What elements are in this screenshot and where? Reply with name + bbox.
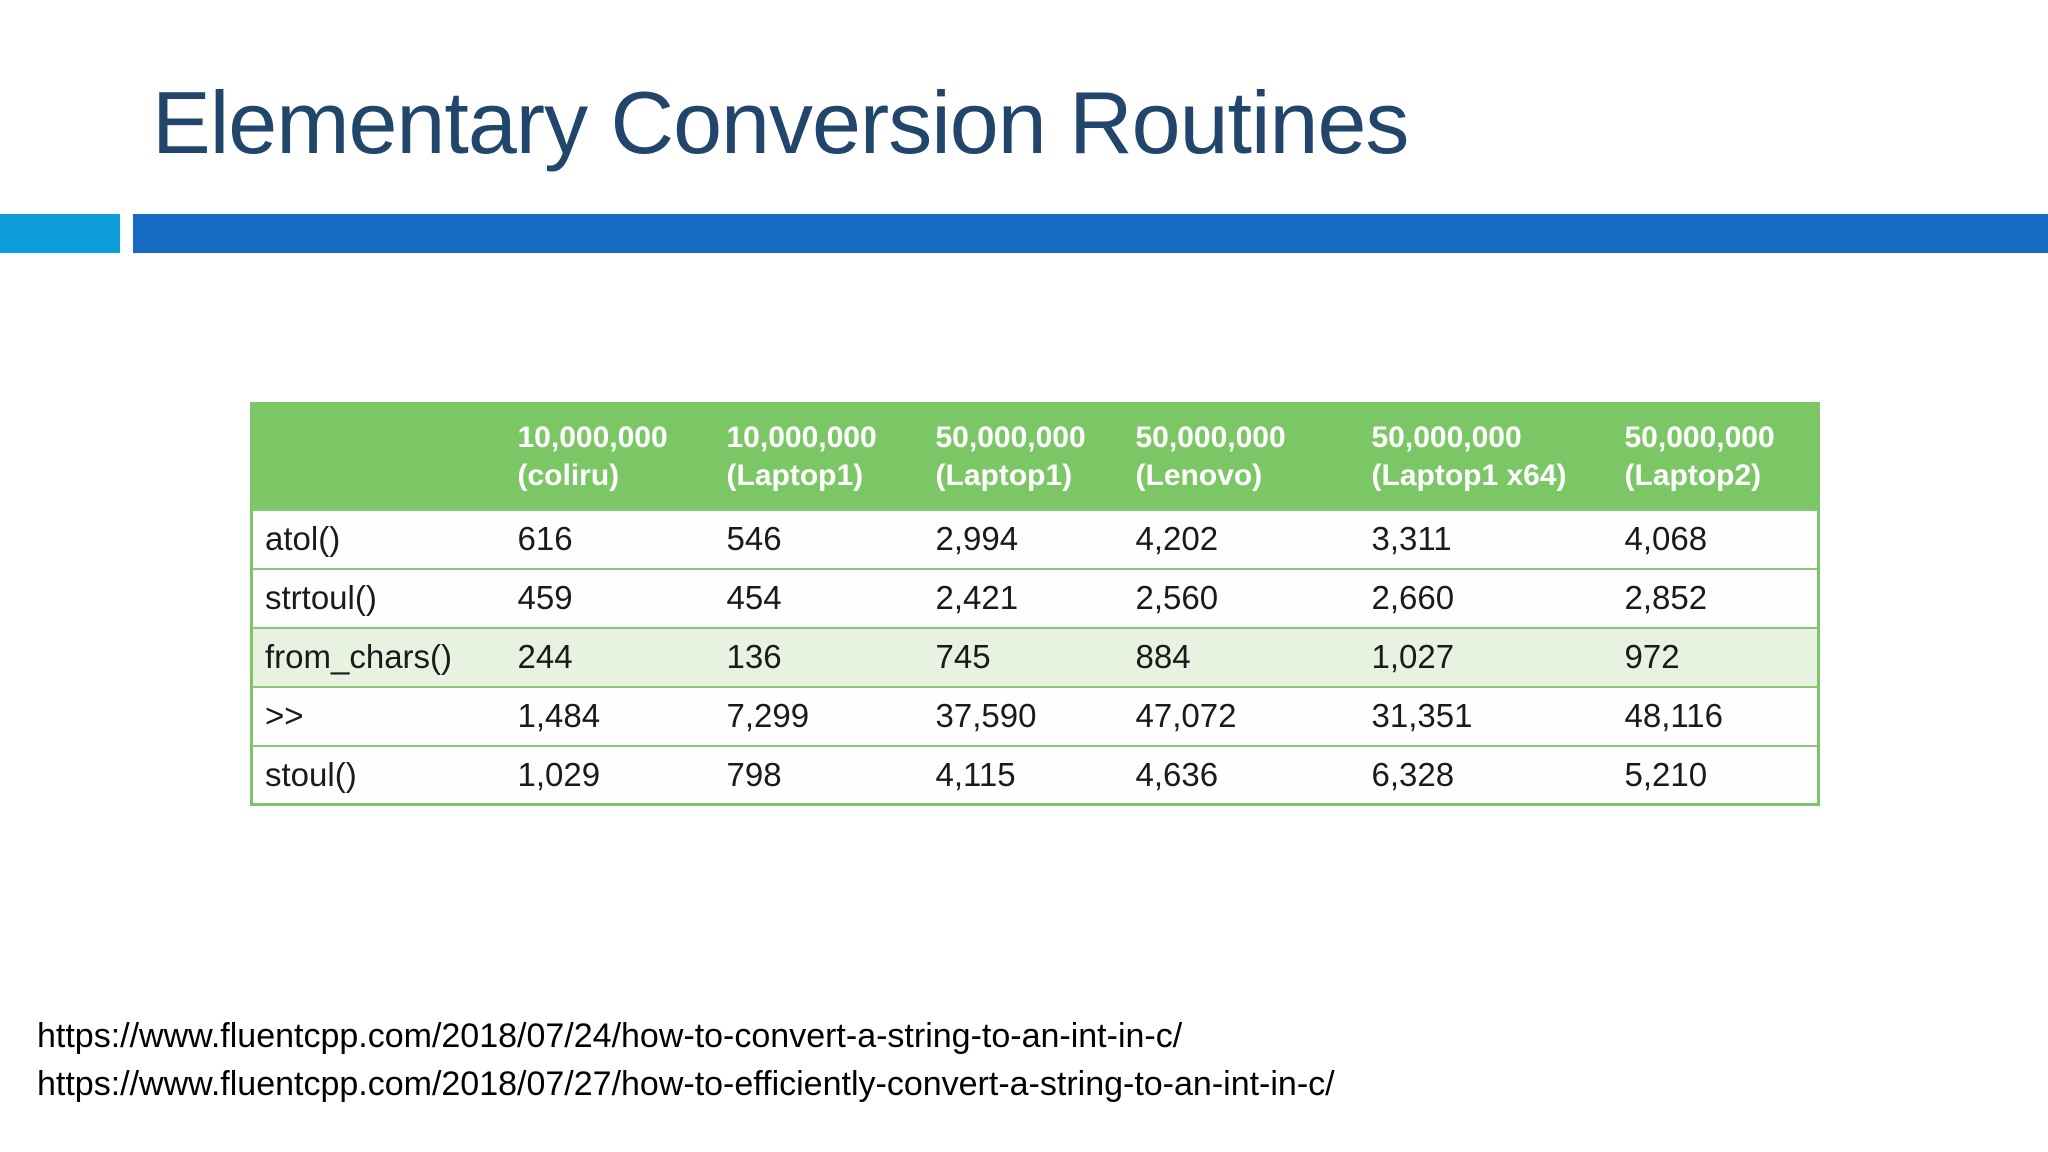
- cell: 1,029: [505, 744, 715, 805]
- cell: 4,115: [923, 744, 1124, 805]
- column-header-iterations: 10,000,000: [726, 421, 877, 455]
- cell: 31,351: [1359, 685, 1613, 746]
- column-header-machine: (Laptop1): [935, 458, 1073, 492]
- cell: 745: [923, 626, 1124, 687]
- cell: 5,210: [1612, 744, 1819, 805]
- row-label: stoul(): [251, 744, 506, 805]
- row-label: >>: [251, 685, 506, 746]
- cell: 2,560: [1123, 567, 1360, 628]
- column-header-machine: (Laptop1): [726, 458, 864, 492]
- header-row: 10,000,000 (coliru) 10,000,000 (Laptop1)…: [251, 403, 1819, 510]
- cell: 616: [505, 508, 715, 569]
- column-header-iterations: 50,000,000: [1371, 421, 1522, 455]
- cell: 136: [714, 626, 924, 687]
- table-row: >> 1,484 7,299 37,590 47,072 31,351 48,1…: [251, 685, 1819, 746]
- cell: 6,328: [1359, 744, 1613, 805]
- accent-bar-light-blue: [0, 214, 120, 253]
- table-row: atol() 616 546 2,994 4,202 3,311 4,068: [251, 508, 1819, 569]
- page-title: Elementary Conversion Routines: [152, 73, 1409, 172]
- cell: 7,299: [714, 685, 924, 746]
- cell: 37,590: [923, 685, 1124, 746]
- source-url-2[interactable]: https://www.fluentcpp.com/2018/07/27/how…: [37, 1065, 1335, 1103]
- cell: 2,660: [1359, 567, 1613, 628]
- cell: 4,068: [1612, 508, 1819, 569]
- cell: 48,116: [1612, 685, 1819, 746]
- cell: 47,072: [1123, 685, 1360, 746]
- column-header-machine: (Lenovo): [1135, 458, 1263, 492]
- cell: 4,202: [1123, 508, 1360, 569]
- table-row: strtoul() 459 454 2,421 2,560 2,660 2,85…: [251, 567, 1819, 628]
- cell: 2,421: [923, 567, 1124, 628]
- column-header-machine: (Laptop2): [1624, 458, 1762, 492]
- footer-links: https://www.fluentcpp.com/2018/07/24/how…: [37, 1012, 1335, 1108]
- row-label: from_chars(): [251, 626, 506, 687]
- column-header-machine: (Laptop1 x64): [1371, 458, 1567, 492]
- cell: 2,852: [1612, 567, 1819, 628]
- column-header-iterations: 50,000,000: [1624, 421, 1775, 455]
- column-header: 50,000,000 (Lenovo): [1123, 403, 1360, 510]
- cell: 454: [714, 567, 924, 628]
- cell: 972: [1612, 626, 1819, 687]
- column-header: 50,000,000 (Laptop1 x64): [1359, 403, 1613, 510]
- cell: 798: [714, 744, 924, 805]
- column-header-iterations: 10,000,000: [517, 421, 668, 455]
- column-header: 10,000,000 (coliru): [505, 403, 715, 510]
- column-header: 10,000,000 (Laptop1): [714, 403, 924, 510]
- column-header-iterations: 50,000,000: [935, 421, 1086, 455]
- source-url-1[interactable]: https://www.fluentcpp.com/2018/07/24/how…: [37, 1017, 1183, 1055]
- column-header: 50,000,000 (Laptop1): [923, 403, 1124, 510]
- table-row-highlighted: from_chars() 244 136 745 884 1,027 972: [251, 626, 1819, 687]
- cell: 1,027: [1359, 626, 1613, 687]
- table-row: stoul() 1,029 798 4,115 4,636 6,328 5,21…: [251, 744, 1819, 805]
- column-header-iterations: 50,000,000: [1135, 421, 1286, 455]
- cell: 3,311: [1359, 508, 1613, 569]
- cell: 2,994: [923, 508, 1124, 569]
- cell: 884: [1123, 626, 1360, 687]
- cell: 1,484: [505, 685, 715, 746]
- cell: 4,636: [1123, 744, 1360, 805]
- cell: 546: [714, 508, 924, 569]
- column-header: 50,000,000 (Laptop2): [1612, 403, 1819, 510]
- row-label: strtoul(): [251, 567, 506, 628]
- benchmark-table: 10,000,000 (coliru) 10,000,000 (Laptop1)…: [250, 402, 1820, 806]
- column-header-machine: (coliru): [517, 458, 620, 492]
- cell: 459: [505, 567, 715, 628]
- benchmark-table-container: 10,000,000 (coliru) 10,000,000 (Laptop1)…: [250, 402, 1820, 806]
- accent-bar-dark-blue: [133, 214, 2048, 253]
- corner-cell: [251, 403, 506, 510]
- row-label: atol(): [251, 508, 506, 569]
- cell: 244: [505, 626, 715, 687]
